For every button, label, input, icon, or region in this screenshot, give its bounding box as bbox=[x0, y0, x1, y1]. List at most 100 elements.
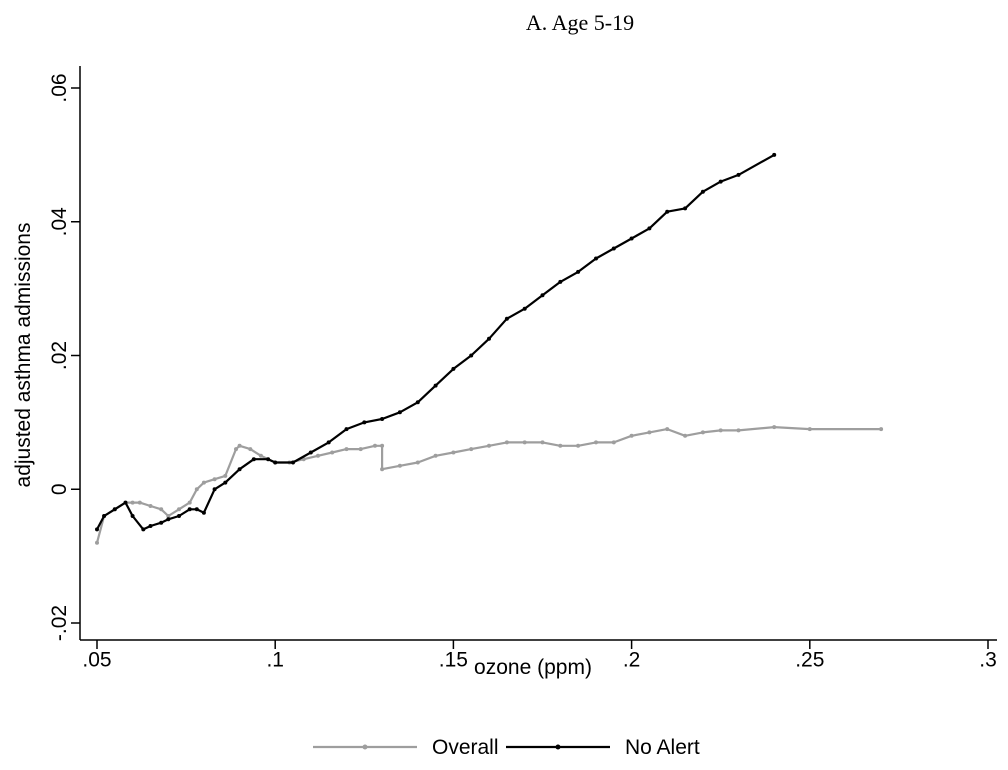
data-point bbox=[148, 524, 153, 528]
data-point bbox=[504, 440, 509, 445]
data-point bbox=[415, 400, 420, 405]
data-point bbox=[95, 527, 99, 532]
data-point bbox=[487, 336, 491, 341]
x-tick-label: .25 bbox=[795, 648, 824, 671]
data-point bbox=[665, 209, 670, 214]
data-point bbox=[237, 467, 242, 472]
data-point bbox=[665, 427, 670, 432]
legend-label: Overall bbox=[432, 736, 499, 759]
data-point bbox=[397, 410, 402, 415]
data-point bbox=[522, 440, 527, 445]
data-point bbox=[469, 447, 474, 452]
data-point bbox=[159, 520, 164, 525]
legend-label: No Alert bbox=[625, 736, 700, 759]
y-tick-label: .02 bbox=[48, 341, 71, 370]
data-point bbox=[187, 500, 192, 505]
data-point bbox=[373, 443, 377, 448]
data-point bbox=[469, 353, 474, 358]
data-point bbox=[194, 507, 199, 512]
data-point bbox=[415, 460, 420, 465]
data-point bbox=[397, 463, 402, 468]
data-point bbox=[451, 366, 456, 371]
data-point bbox=[201, 480, 206, 485]
data-point bbox=[166, 514, 171, 518]
data-point bbox=[258, 453, 263, 458]
data-point bbox=[248, 447, 253, 452]
data-point bbox=[718, 428, 723, 433]
data-point bbox=[611, 440, 616, 445]
y-tick-label: .04 bbox=[48, 207, 71, 237]
data-point bbox=[212, 487, 217, 492]
data-point bbox=[540, 440, 545, 445]
data-point bbox=[159, 507, 164, 512]
y-ticks: -.02 0 .02 .04 .06 bbox=[48, 73, 80, 641]
data-point bbox=[380, 467, 385, 472]
data-point bbox=[358, 447, 363, 452]
data-point bbox=[380, 443, 385, 448]
data-point bbox=[166, 517, 171, 522]
data-point bbox=[223, 480, 228, 485]
y-tick-label: 0 bbox=[48, 483, 71, 495]
data-point bbox=[112, 507, 117, 512]
y-tick-label: -.02 bbox=[48, 605, 71, 641]
data-point bbox=[291, 460, 295, 465]
data-point bbox=[522, 306, 527, 311]
data-point bbox=[594, 256, 598, 261]
data-point bbox=[594, 440, 598, 445]
data-point bbox=[177, 514, 181, 518]
data-point bbox=[879, 427, 884, 432]
data-point bbox=[102, 514, 107, 518]
plot-area: .05 .1 .15 .2 .25 .3 -.02 0 .02 .04 .06 bbox=[48, 66, 997, 671]
data-point bbox=[266, 457, 271, 462]
data-point bbox=[433, 383, 438, 388]
y-axis-label: adjusted asthma admissions bbox=[12, 223, 35, 488]
data-point bbox=[273, 460, 278, 465]
data-point bbox=[201, 510, 206, 515]
data-point bbox=[212, 477, 217, 482]
data-point bbox=[558, 443, 563, 448]
series-line-overall bbox=[95, 426, 882, 544]
x-axis-label: ozone (ppm) bbox=[474, 656, 592, 679]
data-point bbox=[700, 189, 705, 194]
data-point bbox=[629, 433, 634, 438]
data-point bbox=[772, 425, 777, 430]
data-point bbox=[433, 453, 438, 458]
data-point bbox=[194, 487, 199, 492]
data-point bbox=[807, 427, 812, 432]
data-point bbox=[736, 428, 741, 433]
data-point bbox=[362, 420, 367, 425]
data-point bbox=[736, 172, 741, 177]
data-point bbox=[380, 417, 385, 421]
x-tick-label: .15 bbox=[439, 648, 468, 671]
x-ticks: .05 .1 .15 .2 .25 .3 bbox=[82, 640, 997, 671]
x-tick-label: .05 bbox=[82, 648, 111, 671]
y-tick-label: .06 bbox=[48, 73, 71, 102]
data-point bbox=[576, 443, 581, 448]
data-point bbox=[148, 504, 153, 508]
x-tick-label: .3 bbox=[979, 648, 997, 671]
data-point bbox=[177, 507, 181, 512]
data-point bbox=[326, 440, 331, 445]
data-point bbox=[251, 457, 256, 462]
series-layer bbox=[95, 152, 884, 545]
data-point bbox=[576, 269, 581, 274]
data-point bbox=[772, 152, 777, 157]
data-point bbox=[504, 316, 509, 321]
data-point bbox=[95, 540, 99, 545]
data-point bbox=[130, 500, 135, 505]
x-tick-label: .1 bbox=[266, 648, 284, 671]
legend: Overall No Alert bbox=[313, 736, 700, 759]
data-point bbox=[487, 443, 491, 448]
data-point bbox=[683, 206, 688, 211]
data-point bbox=[308, 450, 313, 455]
data-point bbox=[316, 453, 320, 458]
series-line-no-alert bbox=[96, 153, 775, 531]
data-point bbox=[718, 179, 723, 184]
data-point bbox=[647, 226, 652, 231]
chart-title: A. Age 5-19 bbox=[526, 10, 634, 35]
data-point bbox=[540, 293, 545, 298]
data-point bbox=[330, 450, 335, 455]
x-tick-label: .2 bbox=[623, 648, 641, 671]
data-point bbox=[558, 279, 563, 284]
